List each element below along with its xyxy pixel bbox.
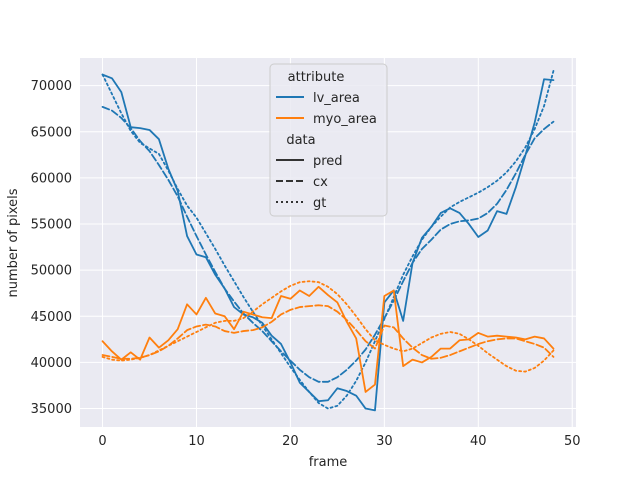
y-tick-label: 70000: [31, 79, 72, 94]
y-tick-label: 35000: [31, 402, 72, 417]
y-axis-label: number of pixels: [6, 188, 21, 297]
series-layer: [101, 70, 555, 412]
legend-title-data: data: [286, 133, 315, 148]
x-tick-label: 30: [376, 434, 393, 449]
legend-label-pred: pred: [313, 154, 343, 169]
x-axis-label: frame: [309, 455, 348, 470]
y-tick-label: 45000: [31, 310, 72, 325]
y-tick-label: 50000: [31, 264, 72, 279]
y-tick-label: 60000: [31, 171, 72, 186]
legend-label-myo-area: myo_area: [313, 112, 377, 127]
legend: attribute lv_area myo_area data pred cx …: [269, 63, 388, 217]
legend-box: [269, 63, 388, 217]
series-line-lv-area-pred: [101, 73, 555, 412]
x-tick-label: 40: [470, 434, 487, 449]
legend-label-gt: gt: [313, 196, 326, 211]
x-tick-label: 10: [188, 434, 205, 449]
legend-label-lv-area: lv_area: [313, 91, 360, 106]
x-tick-label: 50: [564, 434, 581, 449]
series-line-lv-area-cx: [101, 105, 555, 383]
y-tick-label: 65000: [31, 125, 72, 140]
legend-label-cx: cx: [313, 175, 328, 190]
axis-ticks: 0 10 20 30 40 50 35000 40000 45000 50000 55000 6000…: [31, 79, 581, 449]
x-tick-label: 0: [98, 434, 106, 449]
series-line-myo-area-gt: [101, 280, 555, 373]
series-line-lv-area-gt: [101, 70, 555, 410]
y-tick-label: 55000: [31, 218, 72, 233]
series-line-myo-area-cx: [101, 304, 555, 360]
legend-title-attribute: attribute: [288, 70, 345, 85]
x-tick-label: 20: [282, 434, 299, 449]
y-tick-label: 40000: [31, 356, 72, 371]
series-line-myo-area-pred: [101, 285, 555, 393]
